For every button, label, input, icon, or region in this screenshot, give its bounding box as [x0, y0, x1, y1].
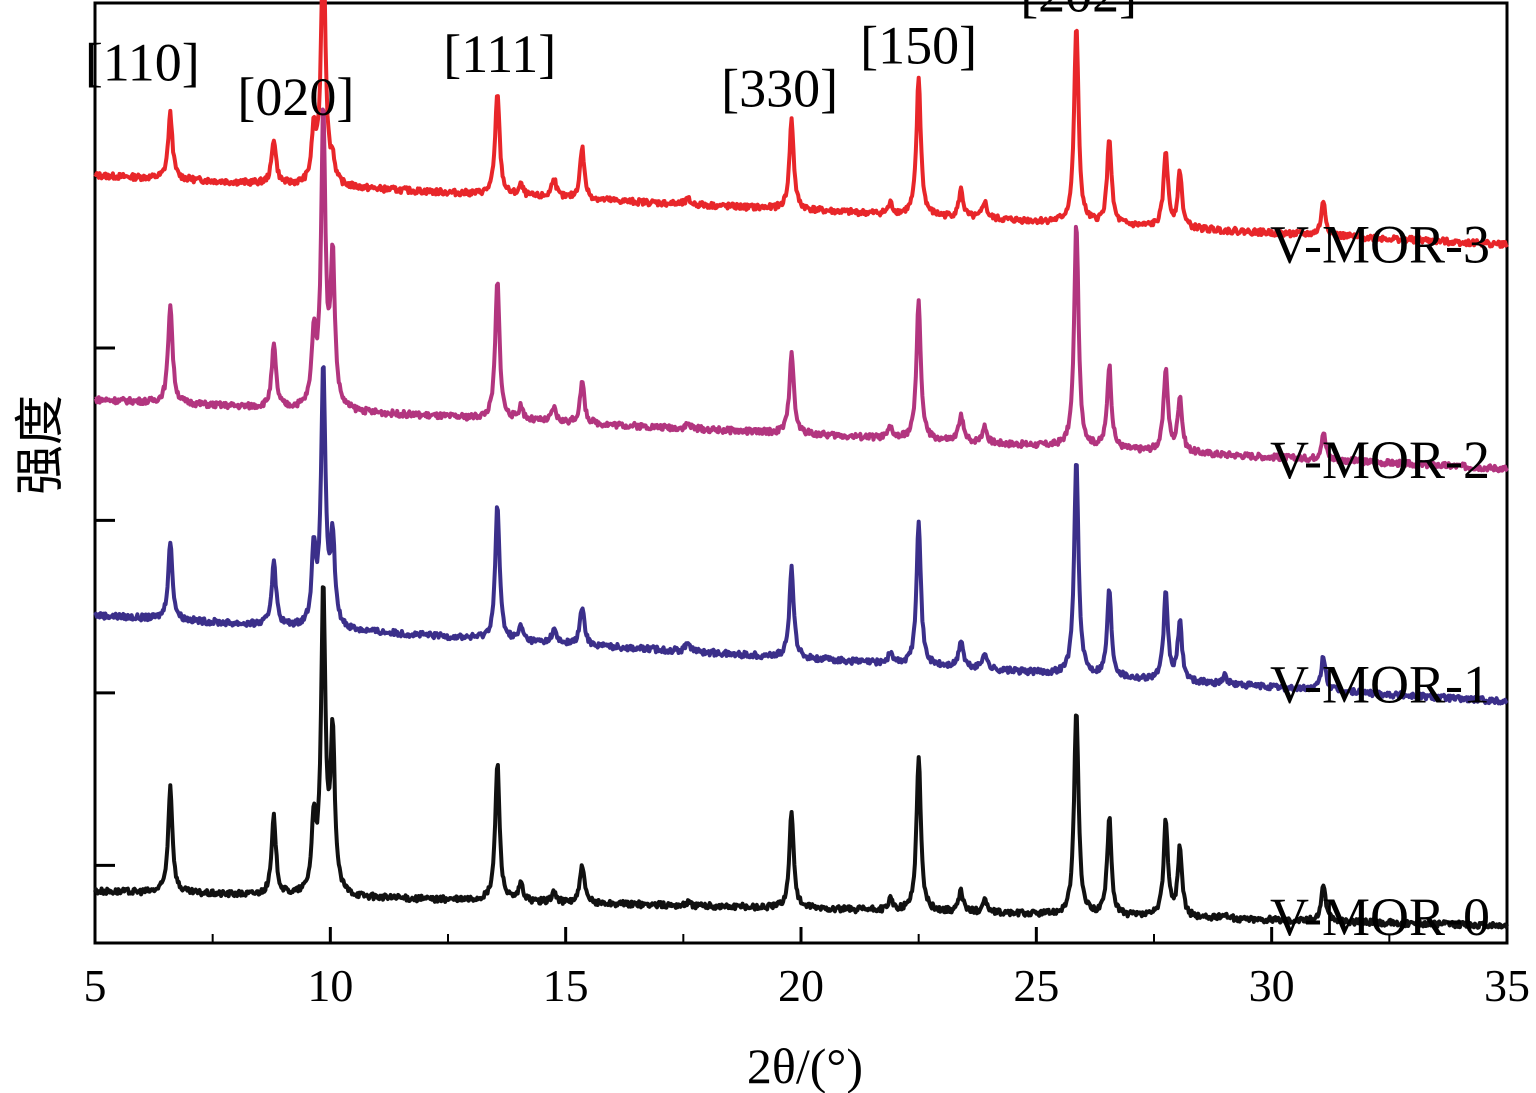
y-axis — [95, 1, 115, 867]
x-tick-label-0: 5 — [84, 960, 107, 1011]
x-axis-label: 2θ/(°) — [747, 1038, 863, 1093]
series-label-v-mor-2: V-MOR-2 — [1270, 430, 1490, 490]
x-tick-label-2: 15 — [543, 960, 589, 1011]
series-label-v-mor-3: V-MOR-3 — [1270, 214, 1490, 274]
peak-label-1: [020] — [237, 67, 354, 127]
x-tick-label-4: 25 — [1013, 960, 1059, 1011]
peak-label-4: [330] — [721, 58, 838, 118]
x-tick-label-6: 35 — [1484, 960, 1530, 1011]
series-labels: V-MOR-3 V-MOR-2 V-MOR-1 V-MOR-0 — [1270, 214, 1490, 947]
peak-label-5: [150] — [860, 15, 977, 75]
series-line-v-mor-0 — [93, 585, 1509, 930]
series-line-v-mor-3 — [93, 0, 1509, 249]
series-line-v-mor-1 — [93, 365, 1509, 706]
peak-label-6: [202] — [1020, 0, 1137, 24]
x-tick-label-5: 30 — [1249, 960, 1295, 1011]
peak-label-3: [111] — [443, 24, 556, 84]
x-tick-label-3: 20 — [778, 960, 824, 1011]
peak-label-0: [110] — [85, 33, 200, 93]
series-lines — [93, 0, 1509, 930]
peak-labels: [110][020][200][111][330][150][202] — [85, 0, 1137, 127]
y-axis-label: 强度 — [12, 395, 68, 495]
series-line-v-mor-2 — [93, 107, 1509, 474]
series-label-v-mor-0: V-MOR-0 — [1270, 887, 1490, 947]
x-tick-label-1: 10 — [307, 960, 353, 1011]
series-label-v-mor-1: V-MOR-1 — [1270, 654, 1490, 714]
x-axis: 5 10 15 20 25 30 35 — [84, 927, 1530, 1011]
